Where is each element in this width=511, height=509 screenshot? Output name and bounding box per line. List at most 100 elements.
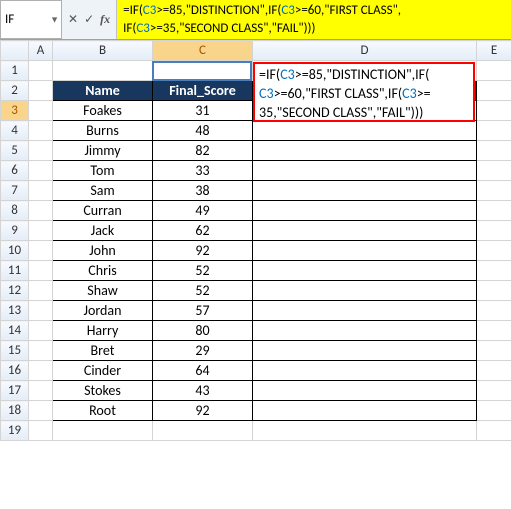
cell[interactable] bbox=[253, 141, 477, 161]
cell[interactable]: Name bbox=[53, 81, 153, 101]
cell[interactable] bbox=[253, 181, 477, 201]
fx-icon[interactable]: fx bbox=[100, 12, 110, 27]
cell[interactable] bbox=[253, 361, 477, 381]
row-header[interactable]: 13 bbox=[1, 301, 29, 321]
cell[interactable] bbox=[29, 341, 53, 361]
cell[interactable]: Bret bbox=[53, 341, 153, 361]
cell[interactable] bbox=[153, 421, 253, 441]
cell[interactable] bbox=[29, 261, 53, 281]
cell[interactable]: Jordan bbox=[53, 301, 153, 321]
row-header[interactable]: 2 bbox=[1, 81, 29, 101]
cell[interactable] bbox=[477, 221, 511, 241]
cell[interactable] bbox=[29, 81, 53, 101]
cell[interactable]: 62 bbox=[153, 221, 253, 241]
cell[interactable]: 92 bbox=[153, 401, 253, 421]
row-header[interactable]: 19 bbox=[1, 421, 29, 441]
cell[interactable] bbox=[29, 101, 53, 121]
cell[interactable] bbox=[253, 421, 477, 441]
cell[interactable] bbox=[153, 61, 253, 81]
cell[interactable]: Cinder bbox=[53, 361, 153, 381]
cell[interactable] bbox=[477, 261, 511, 281]
cell[interactable] bbox=[29, 421, 53, 441]
cell[interactable] bbox=[29, 61, 53, 81]
cell[interactable] bbox=[29, 181, 53, 201]
confirm-icon[interactable]: ✓ bbox=[84, 12, 94, 27]
cell[interactable]: 43 bbox=[153, 381, 253, 401]
formula-input[interactable]: =IF(C3>=85,"DISTINCTION",IF(C3>=60,"FIRS… bbox=[117, 0, 511, 39]
cell[interactable] bbox=[477, 201, 511, 221]
cell[interactable] bbox=[29, 301, 53, 321]
cell[interactable]: 29 bbox=[153, 341, 253, 361]
cell[interactable]: 52 bbox=[153, 261, 253, 281]
cell[interactable] bbox=[477, 301, 511, 321]
cell[interactable] bbox=[477, 61, 511, 81]
col-header-B[interactable]: B bbox=[53, 41, 153, 61]
col-header-C[interactable]: C bbox=[153, 41, 253, 61]
cell[interactable] bbox=[253, 261, 477, 281]
cell[interactable] bbox=[477, 341, 511, 361]
cell[interactable] bbox=[53, 421, 153, 441]
row-header[interactable]: 11 bbox=[1, 261, 29, 281]
cell[interactable] bbox=[253, 121, 477, 141]
cell[interactable]: Curran bbox=[53, 201, 153, 221]
dropdown-icon[interactable]: ▼ bbox=[50, 14, 59, 25]
cell[interactable] bbox=[477, 101, 511, 121]
cell[interactable] bbox=[253, 161, 477, 181]
row-header[interactable]: 14 bbox=[1, 321, 29, 341]
row-header[interactable]: 4 bbox=[1, 121, 29, 141]
cell[interactable]: 31 bbox=[153, 101, 253, 121]
in-cell-formula-editor[interactable]: =IF(C3>=85,"DISTINCTION",IF( C3>=60,"FIR… bbox=[253, 62, 475, 122]
cell[interactable] bbox=[53, 61, 153, 81]
row-header[interactable]: 1 bbox=[1, 61, 29, 81]
cell[interactable]: Burns bbox=[53, 121, 153, 141]
cell[interactable] bbox=[29, 401, 53, 421]
cell[interactable] bbox=[253, 321, 477, 341]
cell[interactable] bbox=[477, 421, 511, 441]
cell[interactable] bbox=[29, 241, 53, 261]
cell[interactable] bbox=[477, 181, 511, 201]
cell[interactable]: Jack bbox=[53, 221, 153, 241]
cell[interactable] bbox=[29, 141, 53, 161]
row-header[interactable]: 17 bbox=[1, 381, 29, 401]
cell[interactable]: Chris bbox=[53, 261, 153, 281]
cell[interactable]: Harry bbox=[53, 321, 153, 341]
row-header[interactable]: 8 bbox=[1, 201, 29, 221]
cell[interactable] bbox=[29, 361, 53, 381]
row-header[interactable]: 18 bbox=[1, 401, 29, 421]
cell[interactable]: John bbox=[53, 241, 153, 261]
col-header-D[interactable]: D bbox=[253, 41, 477, 61]
row-header[interactable]: 12 bbox=[1, 281, 29, 301]
cell[interactable]: Foakes bbox=[53, 101, 153, 121]
row-header[interactable]: 9 bbox=[1, 221, 29, 241]
cell[interactable]: Jimmy bbox=[53, 141, 153, 161]
row-header[interactable]: 7 bbox=[1, 181, 29, 201]
cell[interactable]: 82 bbox=[153, 141, 253, 161]
cell[interactable] bbox=[253, 281, 477, 301]
cell[interactable]: Sam bbox=[53, 181, 153, 201]
cell[interactable]: Tom bbox=[53, 161, 153, 181]
cell[interactable] bbox=[29, 221, 53, 241]
col-header-A[interactable]: A bbox=[29, 41, 53, 61]
cell[interactable]: 57 bbox=[153, 301, 253, 321]
cell[interactable]: 52 bbox=[153, 281, 253, 301]
row-header[interactable]: 16 bbox=[1, 361, 29, 381]
cell[interactable] bbox=[253, 341, 477, 361]
cell[interactable] bbox=[29, 381, 53, 401]
cell[interactable] bbox=[477, 121, 511, 141]
cell[interactable] bbox=[477, 281, 511, 301]
cell[interactable]: Final_Score bbox=[153, 81, 253, 101]
row-header[interactable]: 10 bbox=[1, 241, 29, 261]
cell[interactable] bbox=[29, 321, 53, 341]
row-header[interactable]: 5 bbox=[1, 141, 29, 161]
cell[interactable] bbox=[29, 161, 53, 181]
cell[interactable]: 80 bbox=[153, 321, 253, 341]
cell[interactable] bbox=[29, 281, 53, 301]
cell[interactable]: 38 bbox=[153, 181, 253, 201]
cell[interactable]: 48 bbox=[153, 121, 253, 141]
cell[interactable]: Root bbox=[53, 401, 153, 421]
cell[interactable] bbox=[477, 161, 511, 181]
cell[interactable]: 49 bbox=[153, 201, 253, 221]
cell[interactable] bbox=[253, 381, 477, 401]
cell[interactable] bbox=[253, 301, 477, 321]
cell[interactable] bbox=[253, 221, 477, 241]
